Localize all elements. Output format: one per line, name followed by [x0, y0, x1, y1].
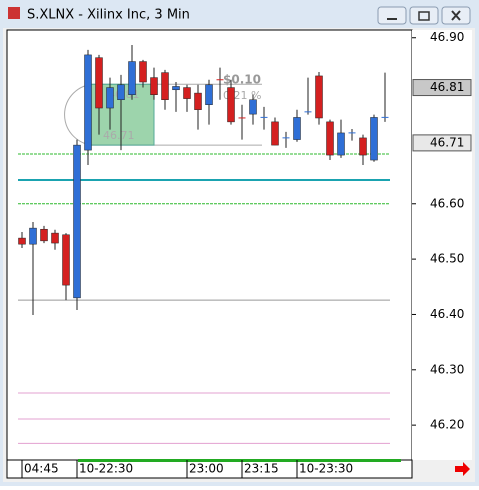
candle-body — [161, 72, 169, 100]
candle-body — [337, 132, 345, 156]
candle-body — [40, 228, 48, 242]
x-tick-label: 23:15 — [244, 462, 279, 476]
candle-body — [117, 84, 125, 100]
app-icon — [8, 7, 20, 19]
candle-body — [282, 137, 290, 139]
candle-body — [359, 137, 367, 156]
candle-body — [51, 232, 59, 244]
scroll-arrow[interactable] — [455, 462, 470, 476]
session-bar — [78, 459, 401, 462]
maximize-button[interactable] — [409, 6, 439, 25]
candle-body — [370, 117, 378, 161]
y-tick-label: 46.20 — [430, 418, 464, 432]
annotation: 46.71 — [103, 129, 135, 142]
price-marker-label: 46.71 — [430, 135, 464, 149]
minimize-button[interactable] — [377, 6, 407, 25]
candle-body — [348, 132, 356, 134]
x-tick-label: 10-22:30 — [79, 462, 133, 476]
candle-body — [238, 117, 246, 119]
candle-body — [315, 75, 323, 119]
candle-body — [73, 144, 81, 299]
candle-body — [62, 234, 70, 286]
candle-body — [293, 117, 301, 140]
candle-body — [183, 87, 191, 99]
x-tick-label: 04:45 — [24, 462, 59, 476]
candle-body — [95, 57, 103, 109]
candle-body — [29, 227, 37, 245]
candle-body — [249, 99, 257, 115]
candle-body — [205, 84, 213, 105]
candle-body — [18, 237, 26, 245]
close-icon — [451, 10, 461, 21]
candle-body — [172, 86, 180, 91]
candle-body — [84, 54, 92, 151]
candle-body — [150, 77, 158, 95]
candle-body — [381, 116, 389, 118]
y-tick-label: 46.60 — [430, 196, 464, 210]
price-marker-box — [412, 134, 472, 152]
y-tick-label: 46.40 — [430, 307, 464, 321]
candle-body — [271, 121, 279, 146]
candle-body — [128, 61, 136, 95]
maximize-icon — [418, 11, 430, 21]
price-marker-box — [412, 79, 472, 97]
candle-body — [106, 87, 114, 109]
y-tick-label: 46.90 — [430, 30, 464, 44]
candle-body — [227, 87, 235, 123]
price-marker-label: 46.81 — [430, 80, 464, 94]
candle-body — [216, 79, 224, 81]
candle-body — [304, 111, 312, 113]
candle-body — [194, 92, 202, 110]
candle-body — [326, 121, 334, 156]
y-tick-label: 46.50 — [430, 252, 464, 266]
candle-body — [139, 61, 147, 83]
x-tick-label: 23:00 — [189, 462, 224, 476]
window-title: S.XLNX - Xilinx Inc, 3 Min — [27, 8, 190, 23]
candle-body — [260, 116, 268, 118]
annotation: $0.10 — [223, 73, 261, 87]
y-tick-label: 46.30 — [430, 362, 464, 376]
y-axis-area — [412, 30, 472, 460]
x-tick-label: 10-23:30 — [299, 462, 353, 476]
